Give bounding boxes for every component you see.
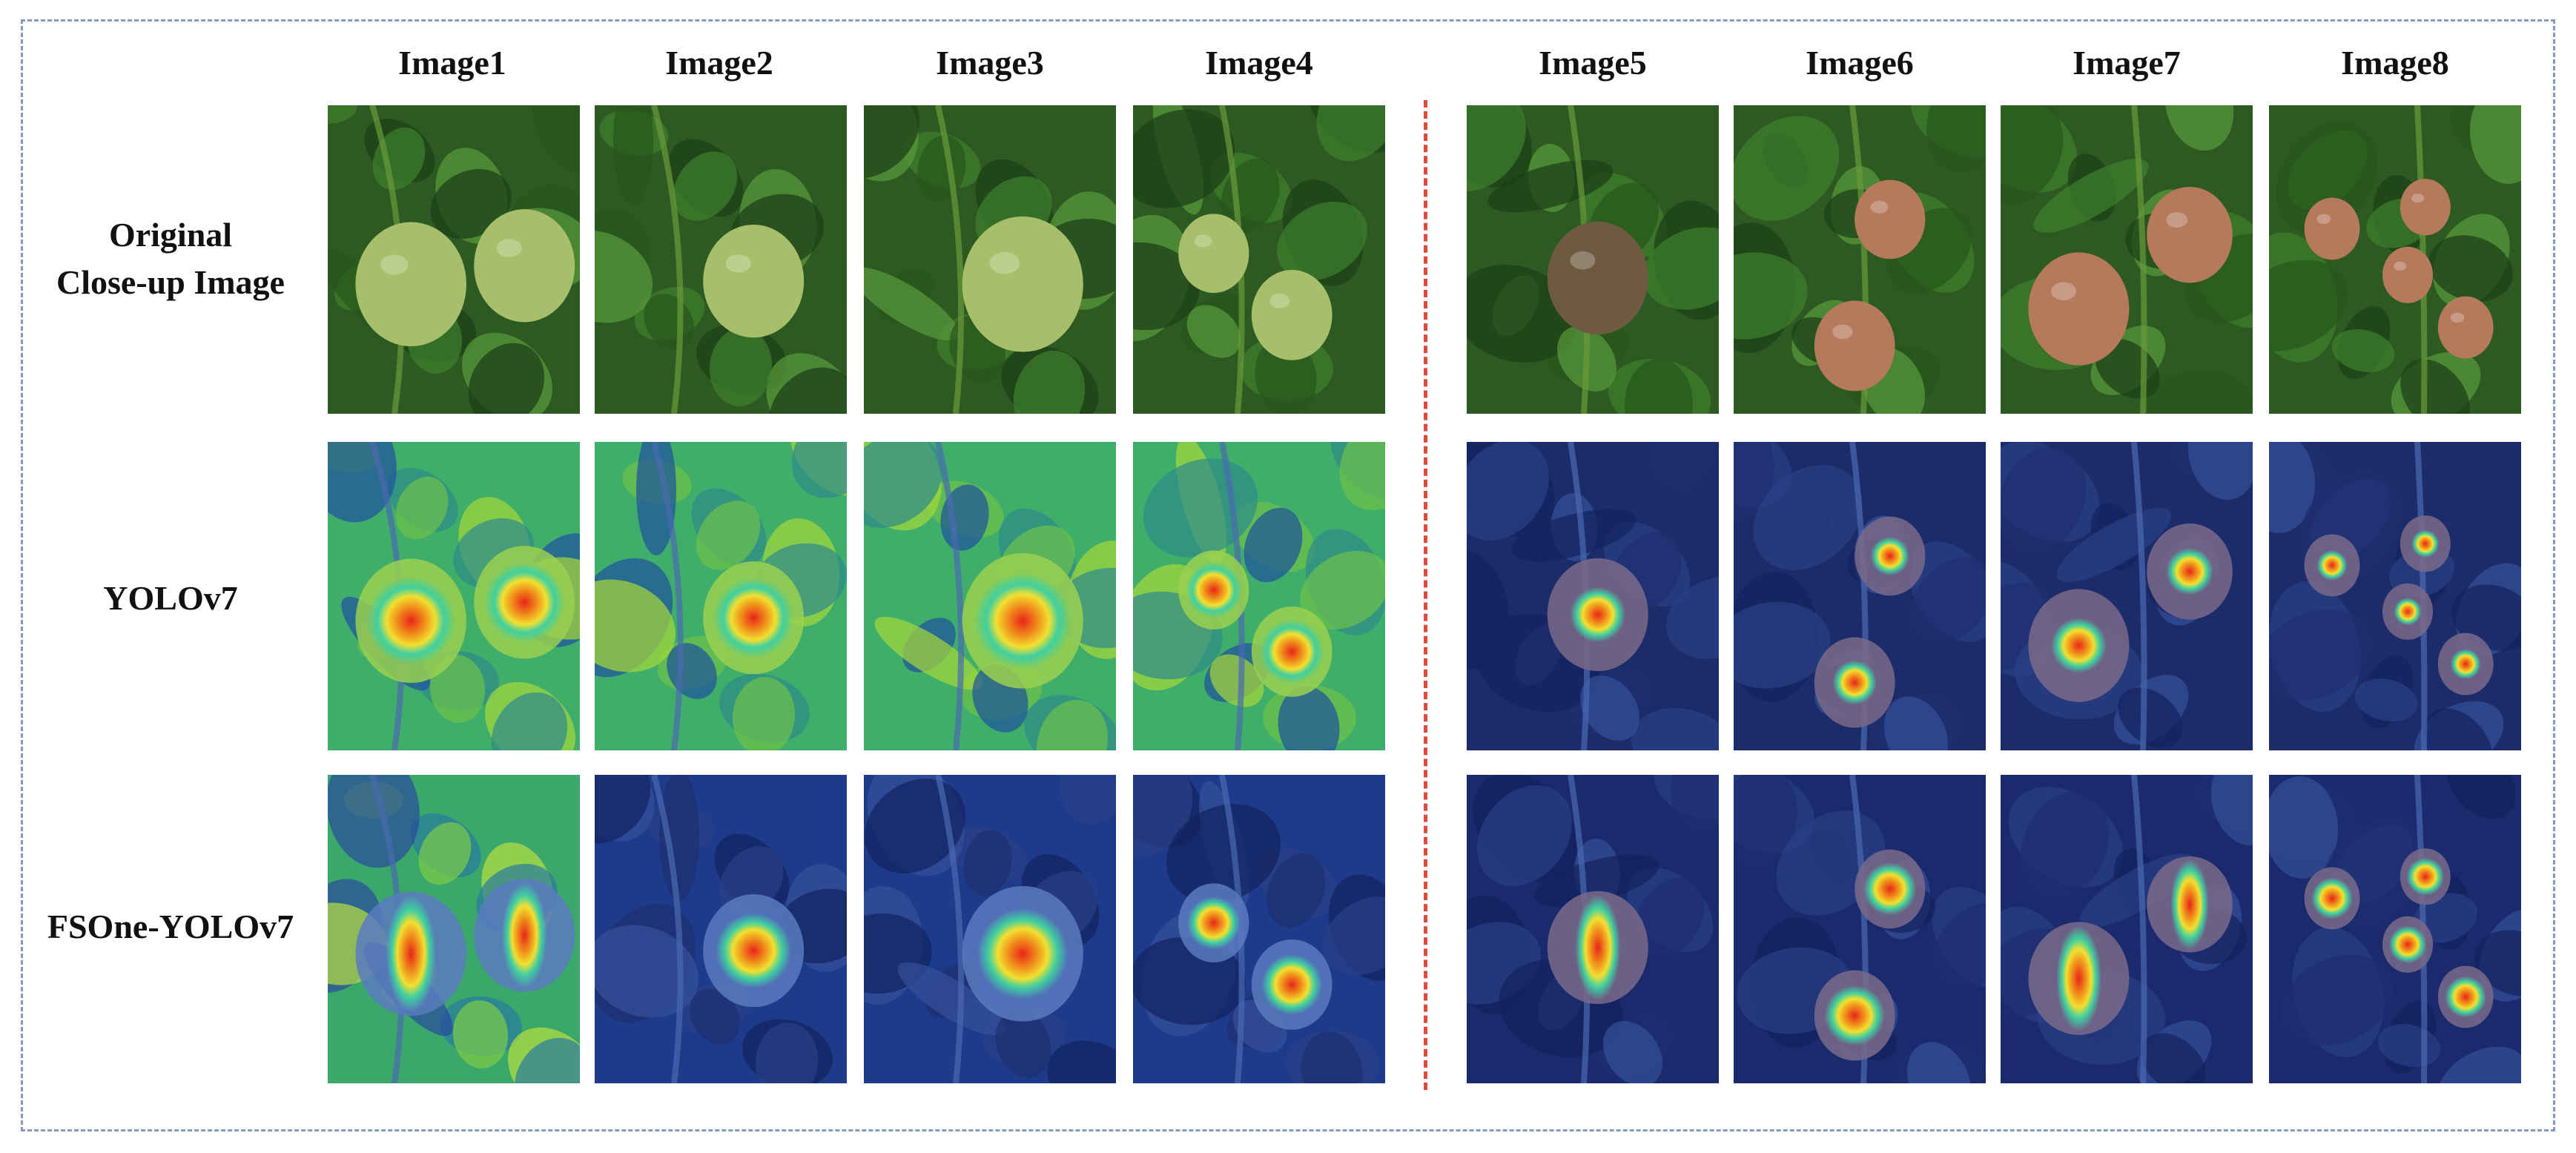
column-header-image4: Image4	[1205, 44, 1313, 82]
figure-frame	[21, 19, 2555, 1131]
photo-tile-image2	[595, 105, 847, 414]
fsone-tile-image4	[1133, 775, 1385, 1083]
photo-tile-image6	[1734, 105, 1986, 414]
fsone-tile-image5	[1467, 775, 1719, 1083]
yolo-tile-image6	[1734, 442, 1986, 750]
column-header-image8: Image8	[2341, 44, 2449, 82]
column-header-image2: Image2	[665, 44, 773, 82]
fsone-tile-image2	[595, 775, 847, 1083]
fsone-tile-image1	[328, 775, 580, 1083]
photo-tile-image4	[1133, 105, 1385, 414]
column-header-image3: Image3	[936, 44, 1044, 82]
column-header-image6: Image6	[1806, 44, 1914, 82]
column-header-image7: Image7	[2073, 44, 2181, 82]
yolo-tile-image1	[328, 442, 580, 750]
yolo-tile-image2	[595, 442, 847, 750]
column-header-image5: Image5	[1539, 44, 1647, 82]
fsone-tile-image6	[1734, 775, 1986, 1083]
group-divider	[1424, 100, 1427, 1090]
photo-tile-image5	[1467, 105, 1719, 414]
photo-tile-image1	[328, 105, 580, 414]
yolo-tile-image8	[2269, 442, 2521, 750]
photo-tile-image7	[2001, 105, 2253, 414]
yolo-tile-image3	[864, 442, 1116, 750]
fsone-tile-image3	[864, 775, 1116, 1083]
row-label-fsone-yolov7: FSOne-YOLOv7	[47, 908, 294, 945]
yolo-tile-image5	[1467, 442, 1719, 750]
fsone-tile-image8	[2269, 775, 2521, 1083]
yolo-tile-image7	[2001, 442, 2253, 750]
row-label-original: Original Close-up Image	[56, 216, 285, 301]
photo-tile-image8	[2269, 105, 2521, 414]
photo-tile-image3	[864, 105, 1116, 414]
fsone-tile-image7	[2001, 775, 2253, 1083]
row-label-yolov7: YOLOv7	[103, 579, 238, 617]
column-header-image1: Image1	[398, 44, 506, 82]
yolo-tile-image4	[1133, 442, 1385, 750]
